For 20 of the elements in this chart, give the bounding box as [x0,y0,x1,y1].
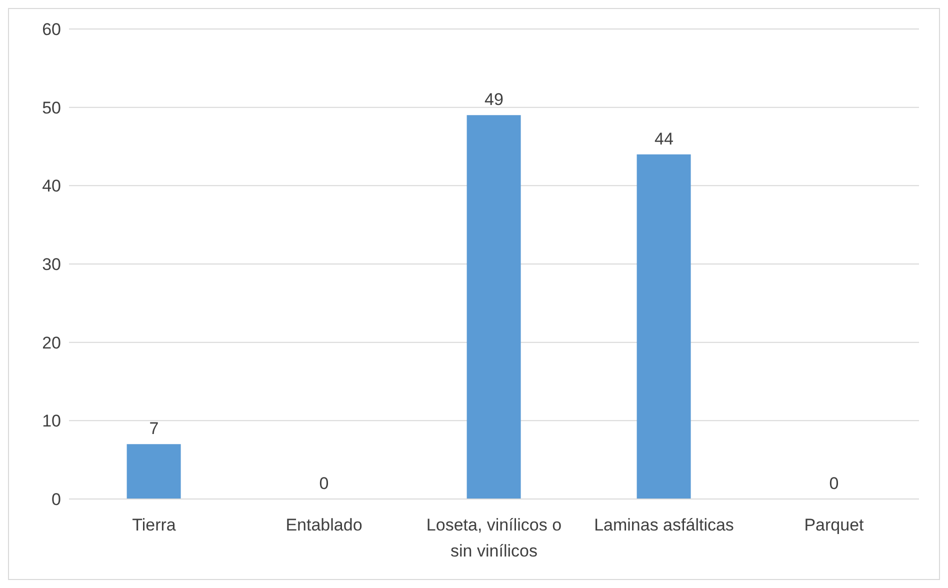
y-tick-label: 60 [42,20,61,40]
y-tick-label: 20 [42,333,61,352]
x-tick-label: Parquet [804,515,864,534]
data-label: 44 [654,129,674,148]
x-tick-label: Tierra [132,515,176,534]
y-tick-label: 30 [42,255,61,274]
x-tick-label: Laminas asfálticas [594,515,734,534]
bar [126,444,181,499]
data-label: 49 [484,90,504,110]
y-tick-label: 50 [42,98,61,118]
bar [466,115,521,499]
x-tick-label: Loseta, vinílicos o sin vinílicos [426,515,562,561]
bar [636,154,691,499]
data-label: 7 [149,419,159,438]
y-tick-label: 0 [52,490,61,510]
x-tick-label: Entablado [286,515,362,534]
data-label: 0 [829,474,839,493]
y-tick-label: 40 [42,176,61,196]
data-label: 0 [319,474,329,493]
y-tick-label: 10 [42,412,61,431]
